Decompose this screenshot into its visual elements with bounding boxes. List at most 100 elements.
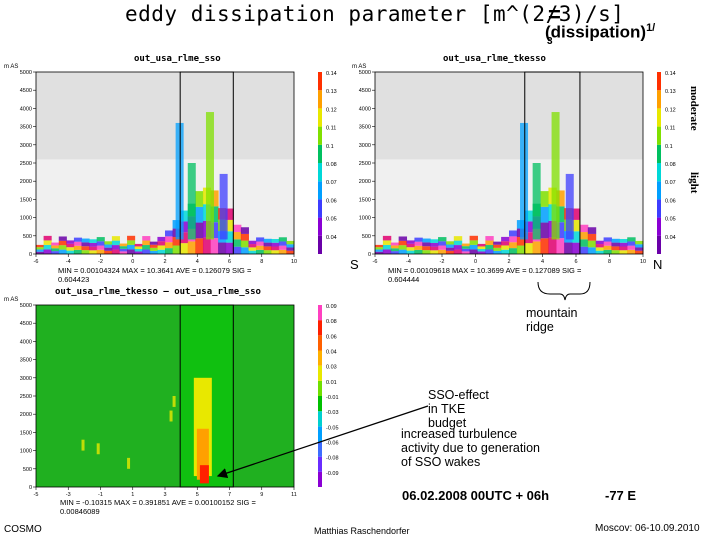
field-cell [579,224,589,233]
colorbar-segment [318,199,322,218]
colorbar-label: 0.09 [326,304,337,310]
label-sso-effect: SSO-effect in TKE budget [428,388,489,430]
x-tick-label: 2 [163,259,166,265]
field-cell [477,251,486,254]
field-cell [375,247,384,250]
field-cell [225,231,234,243]
field-cell [142,240,151,246]
field-cell [524,210,534,222]
field-cell [540,191,549,207]
label-longitude: -77 E [605,488,637,503]
field-cell [111,249,120,254]
label-ridge: ridge [526,320,554,334]
field-cell [119,243,128,247]
field-cell [414,237,423,242]
field-cell [111,240,120,246]
field-cell [271,242,280,247]
panel3-ylabel: m AS [4,297,19,303]
field-cell [532,241,542,254]
field-cell [611,242,620,247]
field-cell [157,249,166,254]
field-cell [210,238,219,254]
field-cell [165,230,174,237]
y-tick-label: 4000 [20,106,32,112]
field-cell [398,249,408,254]
field-cell [595,244,605,248]
field-cell [263,242,272,247]
field-cell [453,240,463,246]
field-cell [611,250,620,254]
field-cell [134,246,143,249]
field-cell [36,244,45,248]
field-cell [430,246,439,251]
field-cell [180,210,189,222]
y-tick-label: 3000 [359,143,371,149]
colorbar-label: 0.08 [665,162,676,168]
field-cell [540,238,549,254]
field-cell [469,244,478,250]
x-tick-label: -1 [98,492,103,498]
field-cell [256,245,265,250]
y-tick-label: 500 [23,467,32,473]
y-tick-label: 1500 [20,430,32,436]
field-cell [627,237,636,242]
field-cell [579,246,589,254]
panel2-plot-area: 0 500 1000 1500 2000 2500 3000 3500 4000 4500 5000… [359,70,676,265]
colorbar-segment [318,456,322,472]
colorbar-segment [318,181,322,200]
field-cell [477,248,486,252]
field-cell [524,243,534,254]
field-cell [406,250,415,254]
field-cell [73,245,83,250]
field-cell [96,249,105,254]
field-cell [509,248,518,254]
panel3-plot-area: 0 500 1000 1500 2000 2500 3000 3500 4000 4500 5000… [20,303,339,498]
plume-feature [532,163,541,240]
field-cell [89,242,98,247]
label-sso-effect-line2: in TKE [428,402,466,416]
field-cell [66,243,75,248]
field-cell [278,237,287,242]
colorbar-label: 0.04 [665,235,676,241]
field-cell [572,219,581,232]
colorbar-segment [657,163,661,182]
field-cell [278,241,287,246]
x-tick-label: 10 [291,259,297,265]
y-tick-label: 1000 [20,216,32,222]
x-tick-label: -4 [406,259,411,265]
field-cell [477,243,486,247]
colorbar-label: 0.01 [326,380,337,386]
field-cell [43,240,52,245]
field-cell [180,221,189,233]
x-tick-label: 6 [574,259,577,265]
field-cell [556,222,565,239]
field-cell [58,245,67,250]
colorbar-segment [318,335,322,351]
field-cell [382,235,392,241]
field-cell [461,251,471,254]
field-cell [58,236,67,241]
label-date: 06.02.2008 00UTC + 06h [402,488,550,503]
field-cell [469,249,478,254]
field-cell [142,249,151,254]
field-cell [635,240,644,245]
field-cell [119,251,128,254]
colorbar-segment [657,217,661,236]
field-cell [627,245,636,250]
field-cell [256,237,265,242]
x-tick-label: -2 [440,259,445,265]
colorbar-label: 0.07 [326,180,337,186]
colorbar-segment [318,163,322,182]
colorbar-label: 0.03 [326,365,337,371]
field-cell [390,251,400,254]
field-cell [278,249,287,254]
x-tick-label: -3 [66,492,71,498]
colorbar-label: 0.06 [665,198,676,204]
panel3-stats-line2: 0.00846089 [60,507,100,516]
field-cell [406,240,415,244]
y-tick-label: 3500 [20,358,32,364]
field-cell [134,243,143,247]
colorbar-segment [318,144,322,163]
y-tick-label: 4000 [359,106,371,112]
plume-feature [520,122,529,240]
